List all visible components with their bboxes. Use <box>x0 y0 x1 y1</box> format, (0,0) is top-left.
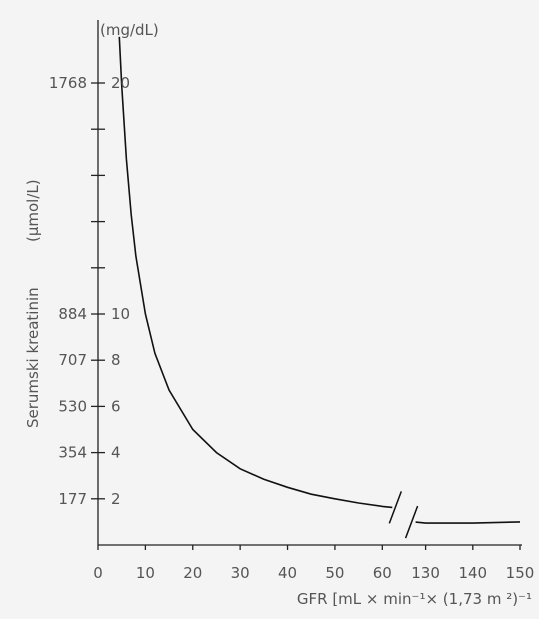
curve-layer <box>118 36 521 539</box>
y-tick-label-mgdl: 20 <box>111 74 130 92</box>
x-tick-label: 30 <box>231 564 250 582</box>
y-tick-label-mgdl: 10 <box>111 305 130 323</box>
y-tick-label-umol: 530 <box>58 397 87 415</box>
y-tick-label-mgdl: 6 <box>111 397 121 415</box>
y-tick-label-mgdl: 4 <box>111 444 121 462</box>
y-tick-label-mgdl: 2 <box>111 490 121 508</box>
y-tick-label-umol: 177 <box>58 490 87 508</box>
x-tick-label: 50 <box>325 564 344 582</box>
data-curve-segment-low-gfr <box>118 36 393 509</box>
y-tick-label-umol: 707 <box>58 351 87 369</box>
axes <box>97 20 522 546</box>
y-unit-right-label: (mg/dL) <box>100 21 159 39</box>
x-tick-label: 60 <box>373 564 392 582</box>
x-axis-label: GFR [mL × min⁻¹× (1,73 m ²)⁻¹ <box>297 590 532 608</box>
y-axis-label: Serumski kreatinin <box>24 287 42 428</box>
x-tick-label: 0 <box>93 564 103 582</box>
y-tick-label-umol: 354 <box>58 444 87 462</box>
y-tick-label-mgdl: 8 <box>111 351 121 369</box>
x-tick-label: 140 <box>458 564 487 582</box>
axis-break-mark-left <box>388 491 403 524</box>
data-curve-segment-high-gfr <box>415 521 521 524</box>
x-tick-label: 130 <box>411 564 440 582</box>
y-tick-label-umol: 884 <box>58 305 87 323</box>
y-ticks: 177 2 354 4 530 6 707 8 884 10 1768 20 <box>49 74 130 508</box>
x-ticks: 0 10 20 30 40 50 60 130 140 150 <box>93 545 534 582</box>
x-tick-label: 20 <box>183 564 202 582</box>
y-unit-left-label: (µmol/L) <box>24 179 42 242</box>
axis-break-mark-right <box>404 505 419 539</box>
x-tick-label: 40 <box>278 564 297 582</box>
x-tick-label: 10 <box>136 564 155 582</box>
y-tick-label-umol: 1768 <box>49 74 87 92</box>
x-tick-label: 150 <box>506 564 535 582</box>
